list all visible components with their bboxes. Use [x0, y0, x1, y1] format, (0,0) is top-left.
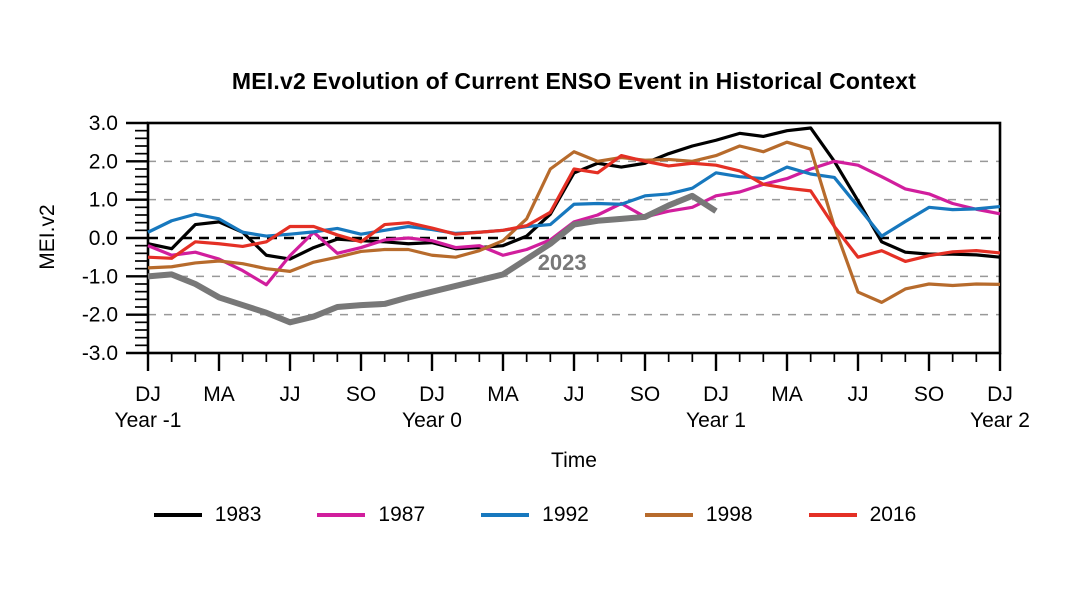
x-tick-labels: DJ MA JJ SO DJ MA JJ SO DJ MA JJ SO DJ — [0, 383, 1070, 409]
x-tick-label: DJ — [987, 383, 1013, 406]
x-tick-label: SO — [913, 383, 945, 406]
legend-item-2016: 2016 — [808, 503, 917, 527]
year-label: Year 1 — [686, 409, 746, 432]
legend-label: 1998 — [705, 503, 753, 526]
x-tick-label: JJ — [563, 383, 585, 406]
legend-label: 1983 — [214, 503, 262, 526]
y-tick-label: 2.0 — [89, 150, 118, 173]
legend-item-1992: 1992 — [481, 503, 589, 527]
x-tick-label: MA — [487, 383, 519, 406]
series-line-1983 — [147, 126, 1001, 261]
legend-line-swatch — [317, 513, 366, 517]
y-tick-label: 1.0 — [89, 189, 118, 212]
legend-item-1998: 1998 — [644, 503, 753, 527]
legend: 1983 1987 1992 1998 2016 — [0, 503, 1070, 527]
legend-line-swatch — [644, 513, 693, 517]
year-label: Year 2 — [970, 409, 1030, 432]
series-line-2023 — [147, 192, 718, 326]
y-axis-title: MEI.v2 — [36, 204, 59, 270]
y-tick-label: -1.0 — [82, 265, 118, 288]
x-tick-label: DJ — [135, 383, 161, 406]
x-tick-label: JJ — [847, 383, 869, 406]
x-tick-label: MA — [203, 383, 235, 406]
legend-line-swatch — [481, 513, 530, 517]
legend-label: 2016 — [869, 503, 917, 526]
year-label: Year 0 — [402, 409, 462, 432]
legend-label: 1987 — [378, 503, 426, 526]
y-tick-label: -2.0 — [82, 304, 118, 327]
x-tick-label: JJ — [279, 383, 301, 406]
y-tick-label: 3.0 — [89, 112, 118, 135]
series-line-2016 — [147, 153, 1001, 263]
x-axis-title: Time — [551, 449, 597, 472]
legend-item-1987: 1987 — [317, 503, 425, 527]
x-tick-label: SO — [629, 383, 661, 406]
x-tick-label: MA — [771, 383, 803, 406]
year-label: Year -1 — [114, 409, 182, 432]
chart-title: MEI.v2 Evolution of Current ENSO Event i… — [231, 68, 917, 94]
x-tick-label: DJ — [703, 383, 729, 406]
legend-line-swatch — [153, 513, 202, 517]
x-tick-label: DJ — [419, 383, 445, 406]
year-labels: Year -1 Year 0 Year 1 Year 2 — [0, 409, 1070, 435]
series-label-2023: 2023 — [538, 250, 587, 275]
y-tick-label: -3.0 — [82, 342, 118, 365]
series-line-1998 — [147, 140, 1001, 304]
legend-label: 1992 — [542, 503, 589, 526]
legend-line-swatch — [808, 513, 857, 517]
x-tick-label: SO — [345, 383, 377, 406]
y-tick-label: 0.0 — [89, 227, 118, 250]
series-line-1992 — [147, 165, 1001, 238]
legend-item-1983: 1983 — [153, 503, 262, 527]
